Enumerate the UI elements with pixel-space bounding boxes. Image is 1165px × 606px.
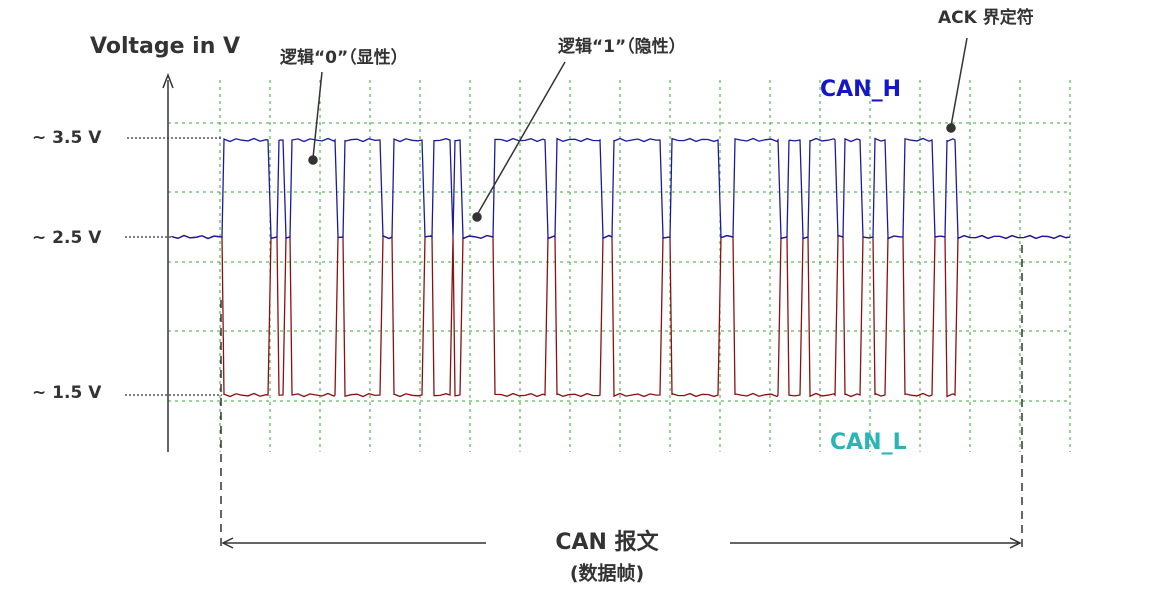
axis-title: Voltage in V [90,34,240,59]
annotation: 逻辑“1”（隐性） [558,36,686,57]
level-leaders [125,137,222,396]
level-label: ~ 3.5 V [32,128,102,148]
can-l-trace [171,234,1071,398]
axis-arrow [162,72,174,89]
level-label: ~ 2.5 V [32,228,102,248]
can-h-trace [171,137,1071,240]
frame-sublabel: (数据帧) [570,562,644,585]
frame-label: CAN 报文 [555,529,659,555]
callouts [308,37,968,222]
annotation: 逻辑“0”（显性） [280,47,408,68]
signal-label: CAN_L [830,430,907,455]
signal-label: CAN_H [820,77,901,102]
annotation: ACK 界定符 [938,7,1034,28]
waveform [171,137,1071,398]
grid [168,80,1071,452]
level-label: ~ 1.5 V [32,383,102,403]
frame-markers [220,245,1023,549]
